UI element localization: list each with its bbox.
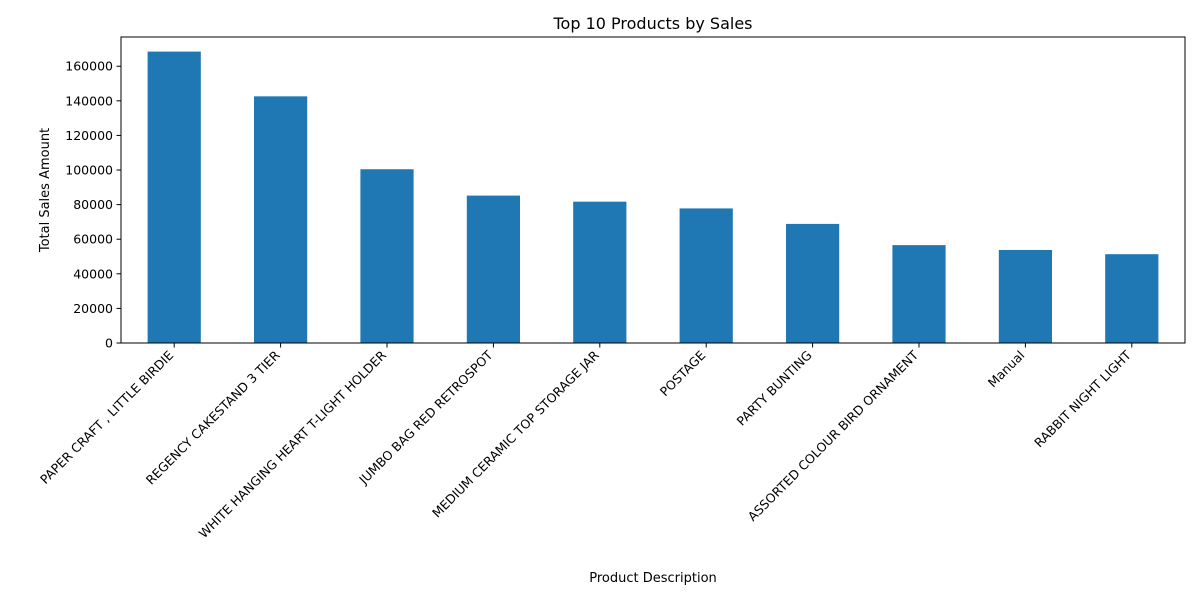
chart-title: Top 10 Products by Sales [553,14,753,33]
x-axis-label: Product Description [589,571,717,586]
bar-3 [360,169,414,343]
bar-1 [147,51,201,343]
y-tick-label: 20000 [73,301,113,316]
y-axis: 0 20000 40000 60000 80000 100000 120000 140000 1… [65,59,121,351]
y-tick-label: 160000 [65,59,113,74]
y-axis-label: Total Sales Amount [38,128,53,253]
y-tick-label: 100000 [65,163,113,178]
bars-group [147,51,1159,343]
y-tick-label: 0 [105,336,113,351]
y-tick-label: 120000 [65,128,113,143]
bar-9 [998,249,1052,343]
y-tick-label: 60000 [73,232,113,247]
bar-8 [892,245,946,343]
y-tick-label: 40000 [73,266,113,281]
plot-frame [120,36,1186,344]
y-tick-label: 80000 [73,197,113,212]
bar-5 [573,201,627,343]
bar-4 [466,195,520,343]
bar-7 [786,223,840,343]
bar-2 [254,96,308,343]
y-tick-label: 140000 [65,93,113,108]
bar-10 [1105,254,1159,343]
bar-6 [679,208,733,343]
